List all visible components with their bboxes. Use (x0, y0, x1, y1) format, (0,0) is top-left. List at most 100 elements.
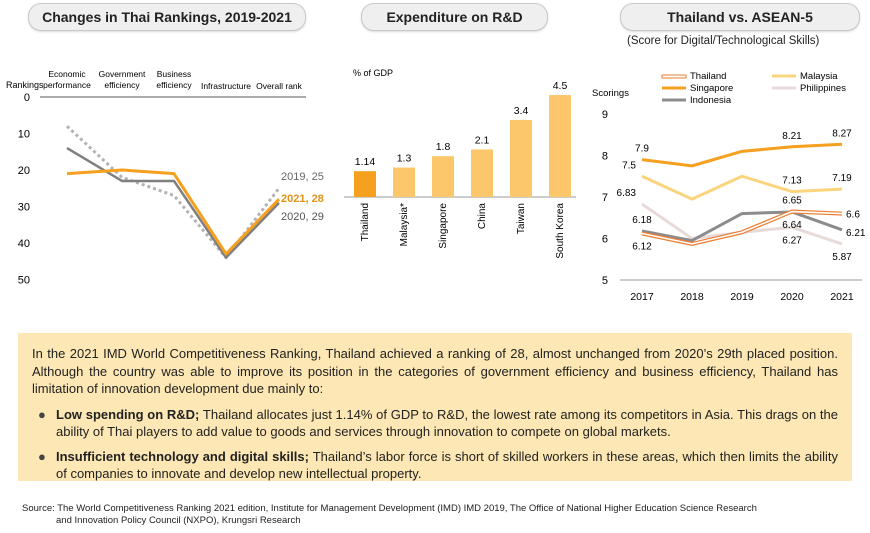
rankings-x-tick: Government efficiency (99, 69, 146, 90)
asean-data-label: 6.18 (632, 215, 652, 226)
rd-bar (510, 119, 532, 197)
rd-panel-title: Expenditure on R&D (361, 3, 548, 31)
asean-data-label: 8.21 (782, 131, 802, 142)
rd-bar-chart: % of GDP 1.14 Thailand 1.3 Malaysia* 1.8 Singa… (344, 68, 576, 259)
rankings-x-tick: Economic performance (43, 69, 91, 90)
rd-x-tick: Thailand (360, 203, 371, 241)
summary-intro: In the 2021 IMD World Competitiveness Ra… (32, 346, 838, 396)
asean-series-indonesia (641, 210, 843, 243)
bullet-skills-text: Thailand’s labor force is short of skill… (56, 448, 838, 482)
asean-legend-swatch (661, 74, 687, 79)
asean-series-malaysia (641, 174, 843, 201)
asean-x-tick: 2018 (680, 291, 704, 303)
rankings-series-2019 (65, 125, 281, 260)
rd-bar (432, 156, 454, 197)
rankings-y-axis-label: Rankings (6, 80, 44, 90)
summary-bullet-rd: ● Low spending on R&D; Thailand allocate… (32, 406, 838, 441)
asean-legend-label: Singapore (690, 83, 733, 94)
rd-x-tick: Singapore (438, 203, 449, 249)
rankings-y-tick: 30 (18, 202, 30, 214)
asean-x-tick: 2019 (730, 291, 754, 303)
rd-value-label: 1.8 (436, 141, 451, 153)
rankings-label-2021: 2021, 28 (281, 193, 324, 205)
asean-y-tick: 6 (602, 234, 608, 246)
rankings-y-tick: 10 (18, 129, 30, 141)
asean-data-label: 6.65 (782, 196, 802, 207)
asean-data-label: 7.19 (832, 173, 852, 184)
rankings-x-tick-line: efficiency (156, 80, 192, 90)
asean-panel-title: Thailand vs. ASEAN-5 (620, 3, 860, 31)
rankings-x-tick: Business efficiency (156, 69, 192, 90)
bullet-dot-icon: ● (38, 406, 46, 422)
rd-y-axis-label: % of GDP (353, 68, 393, 78)
asean-data-label: 6.21 (846, 228, 866, 239)
asean-data-label: 8.27 (832, 128, 852, 139)
rankings-label-2019: 2019, 25 (281, 171, 324, 183)
rankings-x-tick-line: Business (157, 69, 192, 79)
rankings-x-tick-line: performance (43, 80, 91, 90)
asean-data-label: 6.83 (617, 188, 637, 199)
asean-line-chart: Scorings 5 6 7 8 9 2017 2018 2019 2020 2021 Thailan… (592, 71, 866, 303)
rd-x-tick: China (477, 203, 488, 230)
bullet-dot-icon: ● (38, 448, 46, 464)
asean-y-tick: 9 (602, 109, 608, 121)
bullet-skills-bold: Insufficient technology and digital skil… (56, 448, 309, 464)
asean-data-label: 7.5 (622, 160, 636, 171)
rankings-series-2020 (66, 147, 280, 259)
asean-panel-subtitle: (Score for Digital/Technological Skills) (627, 35, 820, 47)
rankings-panel-title: Changes in Thai Rankings, 2019-2021 (28, 3, 306, 31)
rd-bar (354, 171, 376, 197)
rd-x-tick: Taiwan (516, 203, 527, 234)
rankings-y-tick: 50 (18, 275, 30, 287)
source-line-2: and Innovation Policy Council (NXPO), Kr… (56, 515, 301, 526)
bullet-rd-bold: Low spending on R&D; (56, 406, 200, 422)
rankings-x-tick: Overall rank (256, 81, 303, 91)
asean-data-label: 5.87 (832, 252, 852, 263)
rd-bar (471, 149, 493, 197)
rankings-y-tick: 40 (18, 238, 30, 250)
asean-y-tick: 7 (602, 192, 608, 204)
rankings-x-tick-line: Infrastructure (201, 81, 251, 91)
rankings-y-tick: 20 (18, 165, 30, 177)
rankings-y-tick: 0 (24, 92, 30, 104)
asean-legend-label: Indonesia (690, 95, 732, 106)
rd-x-tick: South Korea (555, 203, 566, 259)
rd-value-label: 2.1 (475, 134, 490, 146)
rd-value-label: 3.4 (514, 105, 529, 117)
rd-value-label: 1.14 (355, 156, 376, 168)
source-line-1: Source: The World Competitiveness Rankin… (22, 503, 757, 514)
asean-data-label: 6.27 (782, 235, 802, 246)
asean-y-tick: 5 (602, 275, 608, 287)
rd-bar (549, 95, 571, 197)
rankings-x-tick-line: Government (99, 69, 146, 79)
source-note: Source: The World Competitiveness Rankin… (22, 503, 757, 527)
asean-legend-label: Thailand (690, 71, 726, 82)
summary-box: In the 2021 IMD World Competitiveness Ra… (18, 333, 852, 481)
asean-x-tick: 2020 (780, 291, 804, 303)
asean-y-tick: 8 (602, 151, 608, 163)
asean-data-label: 6.12 (632, 242, 652, 253)
asean-x-tick: 2017 (630, 291, 654, 303)
asean-data-label: 7.9 (635, 144, 649, 155)
asean-data-label: 6.64 (782, 220, 802, 231)
asean-data-label: 6.6 (846, 210, 860, 221)
rd-value-label: 1.3 (397, 153, 412, 165)
asean-y-axis-label: Scorings (592, 88, 629, 99)
rankings-label-2020: 2020, 29 (281, 211, 324, 223)
asean-legend-label: Malaysia (800, 71, 838, 82)
rankings-line-chart: Rankings 0 10 20 30 40 50 Economic performance Go… (6, 69, 324, 287)
rankings-series-2021 (66, 168, 281, 256)
asean-data-label: 7.13 (782, 176, 802, 187)
rankings-x-tick-line: Overall rank (256, 81, 303, 91)
rd-value-label: 4.5 (553, 80, 568, 92)
asean-legend-label: Philippines (800, 83, 846, 94)
rankings-x-tick: Infrastructure (201, 81, 251, 91)
asean-series-singapore (641, 142, 843, 168)
rd-bar (393, 167, 415, 197)
bullet-rd-text: Thailand allocates just 1.14% of GDP to … (56, 406, 838, 440)
asean-x-tick: 2021 (830, 291, 854, 303)
rd-x-tick: Malaysia* (399, 203, 410, 246)
rankings-x-tick-line: efficiency (104, 80, 140, 90)
asean-series-thailand (641, 210, 843, 245)
rankings-x-tick-line: Economic (48, 69, 86, 79)
